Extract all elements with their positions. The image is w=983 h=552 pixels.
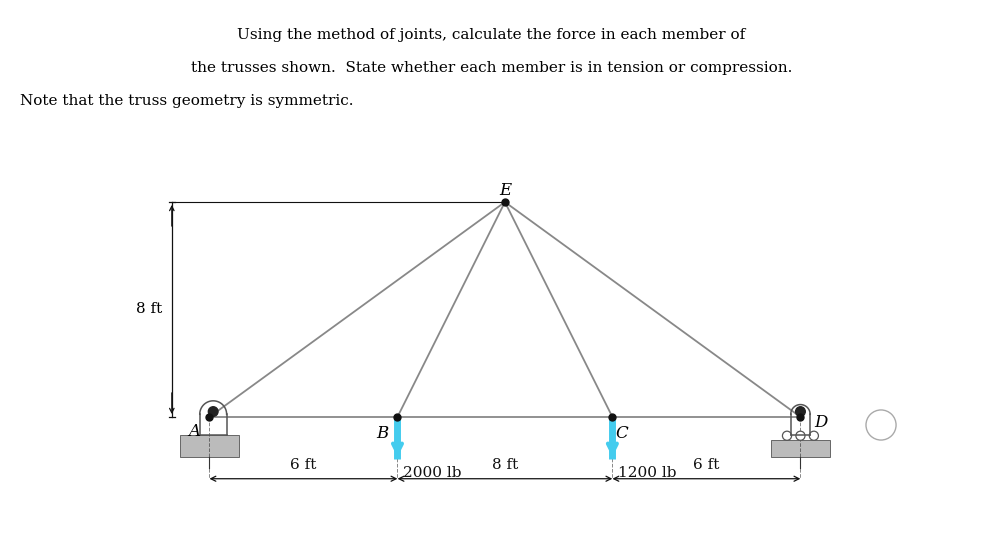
Bar — [771, 440, 830, 457]
Text: 8 ft: 8 ft — [136, 302, 162, 316]
Circle shape — [795, 407, 805, 416]
Circle shape — [866, 410, 896, 440]
Text: 6 ft: 6 ft — [693, 458, 720, 472]
Text: Note that the truss geometry is symmetric.: Note that the truss geometry is symmetri… — [20, 94, 353, 108]
Circle shape — [208, 407, 218, 416]
Text: D: D — [814, 414, 828, 431]
Text: 6 ft: 6 ft — [290, 458, 317, 472]
Text: 2000 lb: 2000 lb — [403, 466, 461, 480]
Circle shape — [782, 431, 791, 440]
Text: C: C — [615, 424, 628, 442]
Text: 1200 lb: 1200 lb — [617, 466, 676, 480]
Circle shape — [796, 431, 805, 440]
Circle shape — [809, 431, 819, 440]
Text: E: E — [498, 182, 511, 199]
Text: B: B — [376, 424, 388, 442]
Bar — [180, 434, 239, 457]
Text: Using the method of joints, calculate the force in each member of: Using the method of joints, calculate th… — [237, 28, 746, 41]
Text: A: A — [189, 423, 201, 440]
Text: 8 ft: 8 ft — [492, 458, 518, 472]
Text: the trusses shown.  State whether each member is in tension or compression.: the trusses shown. State whether each me… — [191, 61, 792, 75]
